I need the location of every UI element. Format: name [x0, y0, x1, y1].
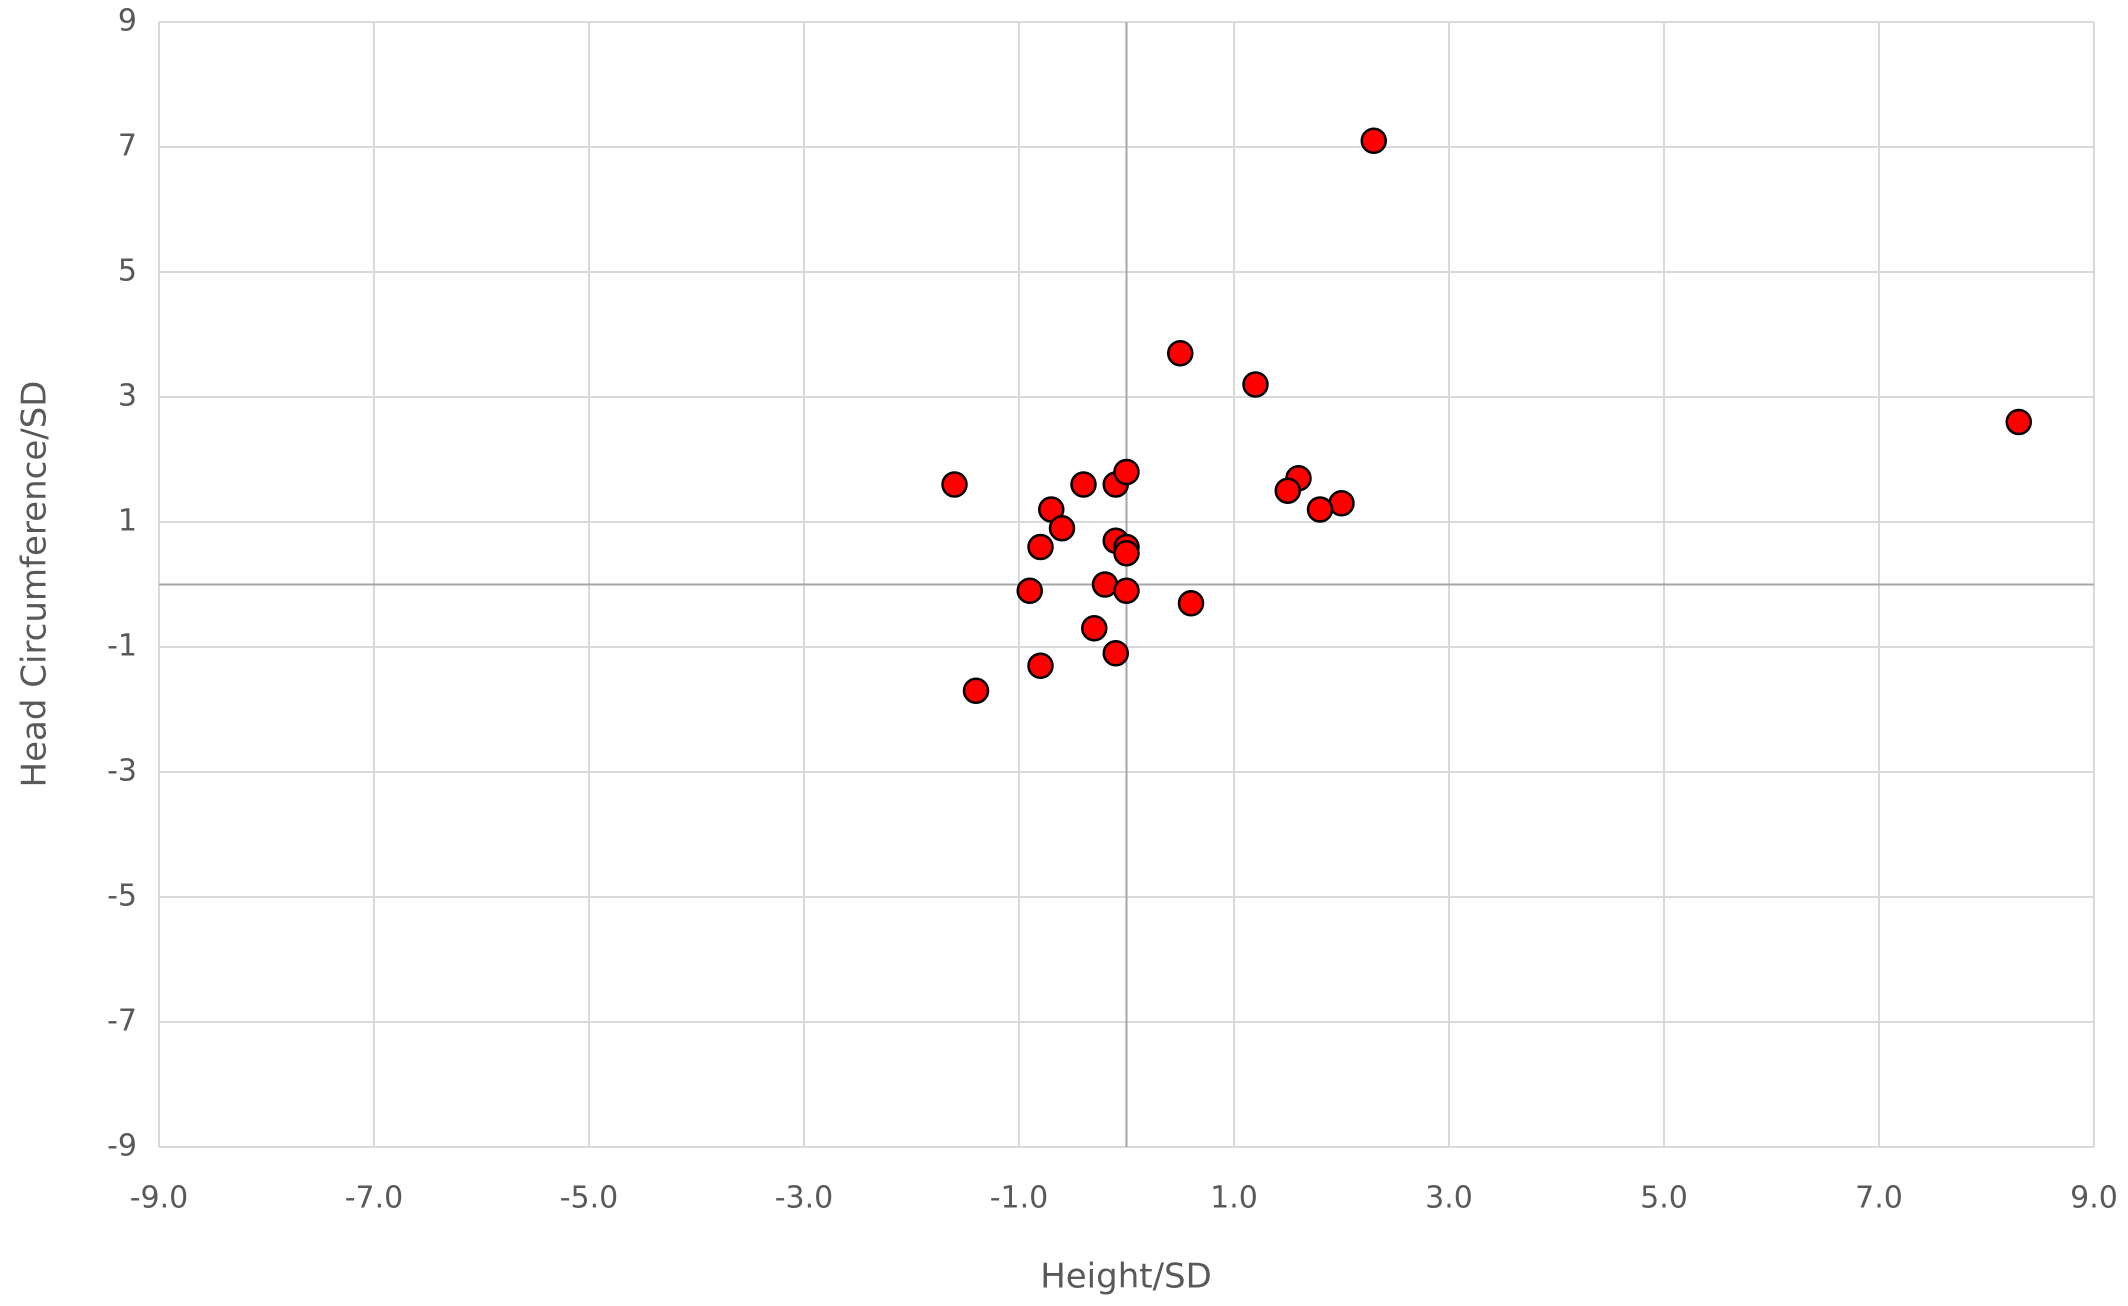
data-point [1274, 477, 1301, 504]
data-point [1328, 490, 1355, 517]
x-tick-label: 7.0 [1855, 1181, 1903, 1216]
data-point [1113, 577, 1140, 604]
x-tick-label: 5.0 [1640, 1181, 1688, 1216]
data-point [962, 677, 990, 704]
x-tick-label: -9.0 [130, 1181, 189, 1216]
data-point [1081, 615, 1108, 642]
y-tick-label: -7 [107, 1004, 137, 1039]
data-point [1360, 127, 1387, 154]
data-point [1070, 471, 1097, 498]
y-tick-label: -5 [107, 879, 137, 914]
data-point [1102, 640, 1129, 667]
data-point [1091, 571, 1119, 598]
data-point [1113, 458, 1140, 486]
x-tick-label: -7.0 [345, 1181, 404, 1216]
x-tick-label: -5.0 [560, 1181, 619, 1216]
y-tick-label: 1 [118, 504, 137, 539]
data-point [1177, 590, 1205, 617]
y-tick-label: 3 [118, 379, 137, 414]
x-tick-label: 9.0 [2070, 1181, 2118, 1216]
data-point [1027, 533, 1054, 561]
x-tick-label: 3.0 [1425, 1181, 1473, 1216]
x-tick-label: 1.0 [1210, 1181, 1258, 1216]
y-tick-label: 7 [118, 129, 137, 164]
data-point [1016, 577, 1043, 604]
y-tick-label: -1 [107, 629, 137, 664]
data-point [1167, 340, 1194, 367]
x-tick-label: -3.0 [775, 1181, 834, 1216]
data-point [1048, 515, 1076, 542]
data-point [1306, 496, 1334, 523]
data-point [1027, 652, 1054, 679]
data-point [2005, 408, 2032, 436]
data-point [941, 471, 968, 498]
y-tick-label: -9 [107, 1129, 137, 1164]
data-point [1242, 371, 1269, 398]
data-point [1113, 540, 1140, 567]
x-axis-title: Height/SD [1040, 1257, 1212, 1297]
y-axis-title: Head Circumference/SD [15, 381, 55, 788]
y-tick-label: 5 [118, 254, 137, 289]
x-tick-label: -1.0 [990, 1181, 1049, 1216]
y-tick-label: -3 [107, 754, 137, 789]
y-tick-label: 9 [118, 4, 137, 39]
